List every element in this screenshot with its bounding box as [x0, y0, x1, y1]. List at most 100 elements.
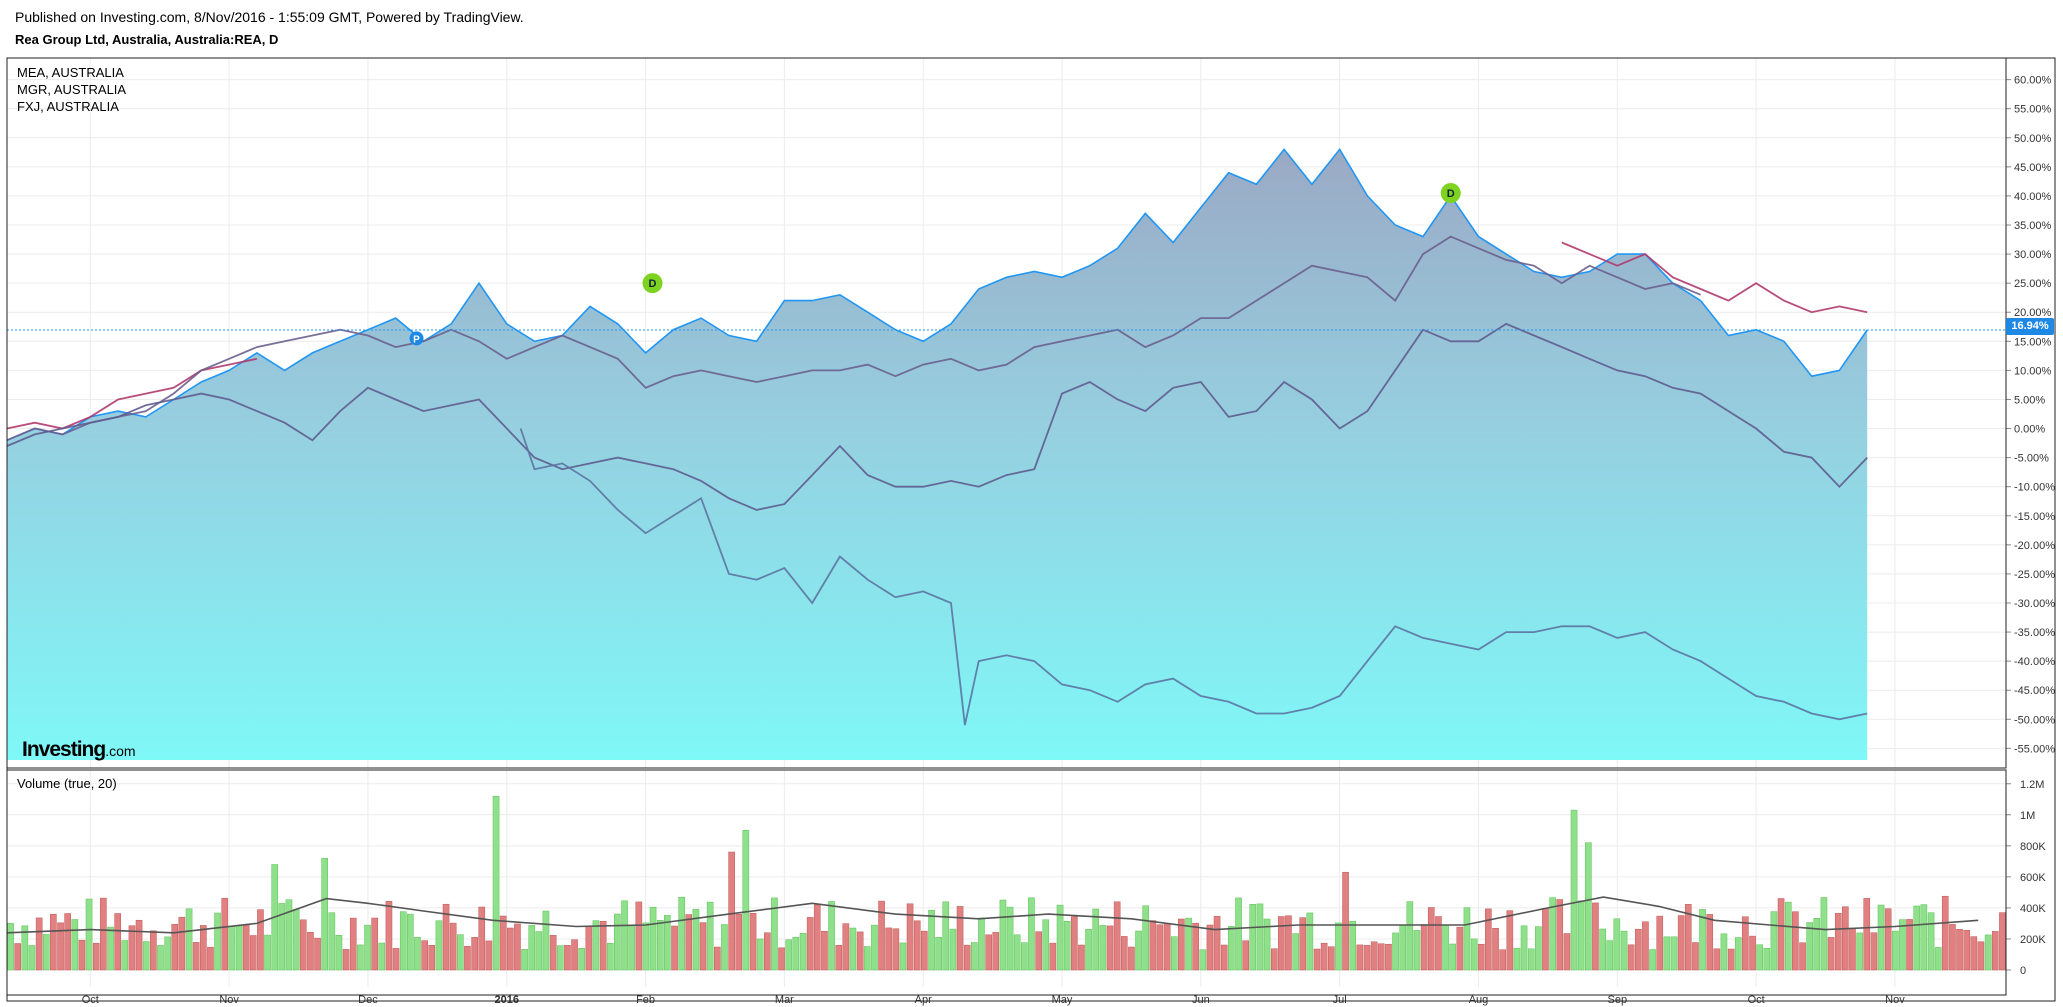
volume-bar [1427, 907, 1435, 971]
volume-bar [614, 913, 621, 971]
time-axis[interactable]: Oct Nov Dec 2016 Feb Mar Apr May Jun Jul Aug Sep Oct… [82, 994, 1905, 1006]
volume-bar [1199, 949, 1207, 971]
volume-bar [114, 913, 121, 971]
volume-tick-label: 0 [2020, 965, 2026, 977]
x-tick-label: Oct [82, 994, 99, 1006]
volume-bar [335, 935, 343, 971]
volume-bar [471, 937, 478, 971]
volume-bar [449, 922, 457, 971]
volume-bar [307, 932, 314, 971]
panel-frames [6, 57, 2056, 1002]
volume-bar [1128, 946, 1135, 971]
volume-bar [1813, 918, 1821, 971]
volume-bar [478, 906, 486, 971]
event-marker-circle [642, 273, 663, 294]
volume-bar [1642, 921, 1649, 971]
volume-tick-label: 600K [2020, 872, 2046, 884]
volume-bar [778, 947, 785, 971]
volume-bar [549, 935, 557, 971]
event-marker-label: P [413, 334, 420, 345]
event-marker-circle [1440, 183, 1461, 204]
y-tick-label: 35.00% [2014, 220, 2052, 232]
volume-bar [628, 924, 635, 971]
volume-bar [85, 898, 93, 971]
volume-bar [935, 937, 942, 971]
volume-bar [1477, 943, 1485, 971]
x-tick-label: Apr [915, 994, 932, 1006]
volume-bar [1849, 928, 1856, 971]
volume-bar [692, 908, 700, 971]
volume-bar [64, 913, 71, 971]
volume-bar [399, 911, 407, 971]
volume-bar [385, 901, 393, 971]
volume-bar [1999, 912, 2006, 971]
volume-bar [1613, 918, 1621, 971]
volume-bar [121, 940, 129, 971]
comparison-series-line [1561, 241, 1868, 314]
comparison-series-line [6, 235, 1701, 442]
volume-bar [1242, 940, 1249, 971]
y-tick-label: -15.00% [2014, 511, 2055, 523]
volume-bar [1071, 916, 1078, 971]
y-tick-label: 45.00% [2014, 162, 2052, 174]
volume-bar [164, 936, 171, 971]
volume-bar [592, 920, 600, 971]
volume-bar [1085, 929, 1092, 971]
volume-bar [1385, 943, 1392, 971]
volume-bar [928, 909, 935, 971]
y-tick-label: -45.00% [2014, 685, 2055, 697]
price-axis[interactable]: 60.00% 55.00% 50.00% 45.00% 40.00% 35.00% 30.0… [2006, 75, 2055, 756]
volume-bar [985, 934, 992, 971]
volume-bar [57, 922, 64, 971]
volume-bar [1328, 946, 1335, 971]
volume-bar [1806, 922, 1813, 971]
legend-item-mgr[interactable]: MGR, AUSTRALIA [17, 82, 127, 97]
y-tick-label: 30.00% [2014, 249, 2052, 261]
y-tick-label: -5.00% [2014, 453, 2049, 465]
y-tick-label: -10.00% [2014, 482, 2055, 494]
volume-bar [1370, 941, 1378, 971]
volume-bar [292, 909, 300, 971]
volume-bar [1185, 917, 1192, 971]
y-tick-label: -40.00% [2014, 656, 2055, 668]
volume-bar [1820, 897, 1828, 971]
volume-bar [1349, 920, 1357, 971]
investing-logo: Investing.com [22, 738, 136, 762]
event-markers[interactable]: P D D [409, 183, 1461, 346]
volume-bar [1320, 942, 1328, 971]
volume-bar [942, 901, 950, 971]
volume-bar [1313, 948, 1321, 971]
volume-bar [1028, 897, 1035, 971]
volume-bar [92, 942, 100, 971]
volume-bar [1577, 900, 1585, 971]
y-tick-label: -35.00% [2014, 627, 2055, 639]
volume-bar [949, 928, 957, 971]
volume-bar [1606, 940, 1614, 971]
volume-bar [371, 917, 378, 971]
legend-item-fxj[interactable]: FXJ, AUSTRALIA [17, 99, 119, 114]
volume-bar [742, 830, 750, 971]
volume-bar [249, 935, 257, 971]
main-area [6, 147, 1868, 760]
volume-bar [221, 897, 229, 971]
volume-bar [1777, 898, 1785, 971]
y-tick-label: 5.00% [2014, 394, 2045, 406]
volume-bar [499, 915, 507, 971]
volume-bar [1435, 916, 1442, 971]
symbol-title: Rea Group Ltd, Australia, Australia:REA,… [15, 32, 279, 47]
volume-bar [299, 919, 307, 971]
volume-bar [157, 945, 164, 971]
volume-bar [135, 919, 143, 971]
volume-bar [242, 925, 250, 971]
volume-axis[interactable]: 0 200K 400K 600K 800K 1M 1.2M [2006, 779, 2046, 977]
volume-bar [1285, 915, 1292, 971]
y-tick-label: 55.00% [2014, 104, 2052, 116]
volume-bar [699, 922, 707, 971]
volume-bar [1192, 922, 1199, 971]
legend-item-mea[interactable]: MEA, AUSTRALIA [17, 65, 124, 80]
volume-bar [349, 917, 357, 971]
volume-bar [1877, 904, 1885, 971]
volume-bar [1049, 942, 1057, 971]
volume-bar [621, 900, 628, 971]
